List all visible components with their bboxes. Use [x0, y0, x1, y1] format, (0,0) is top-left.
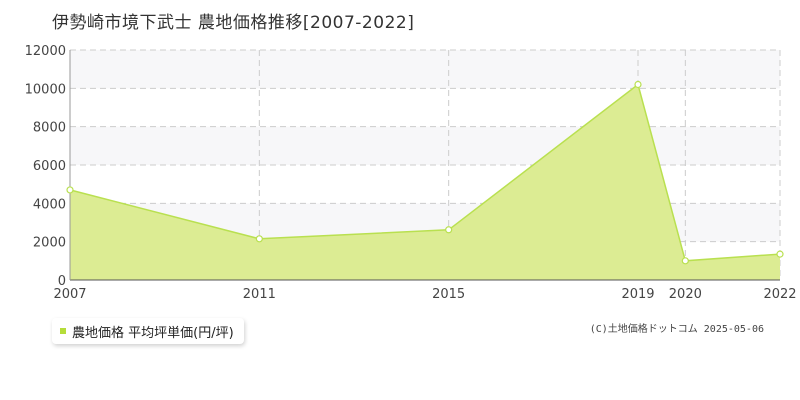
x-tick-label: 2007: [53, 287, 86, 302]
data-point: [255, 235, 263, 243]
y-tick-label: 12000: [25, 44, 66, 59]
series-line: [69, 83, 781, 262]
legend-label: 農地価格 平均坪単価(円/坪): [72, 325, 234, 341]
series-area: [70, 84, 780, 280]
x-tick-label: 2019: [621, 287, 654, 302]
y-tick-label: 2000: [33, 236, 66, 251]
y-tick-label: 0: [58, 274, 66, 289]
data-point: [445, 226, 453, 234]
y-tick-label: 8000: [33, 121, 66, 136]
plot-band: [70, 50, 780, 89]
chart-title: 伊勢崎市境下武士 農地価格推移[2007-2022]: [52, 13, 415, 33]
y-tick-label: 10000: [25, 82, 66, 97]
plot-bands: [70, 50, 780, 242]
y-tick-labels: 0 2000 4000 6000 8000 10000 12000: [25, 44, 66, 289]
credit-text: (C)土地価格ドットコム 2025-05-06: [589, 324, 764, 335]
legend-swatch: [60, 328, 66, 334]
x-tick-label: 2015: [432, 287, 465, 302]
data-point: [776, 250, 784, 258]
legend: 農地価格 平均坪単価(円/坪): [52, 318, 244, 344]
x-tick-label: 2011: [243, 287, 276, 302]
x-tick-label: 2020: [669, 287, 702, 302]
x-tick-label: 2022: [763, 287, 796, 302]
y-tick-label: 6000: [33, 159, 66, 174]
data-point: [681, 257, 689, 265]
data-point: [634, 80, 642, 89]
y-tick-label: 4000: [33, 197, 66, 212]
data-point: [66, 186, 74, 194]
data-points: [66, 80, 784, 265]
plot-band: [70, 126, 780, 165]
x-tick-labels: 2007 2011 2015 2019 2020 2022: [53, 287, 796, 302]
